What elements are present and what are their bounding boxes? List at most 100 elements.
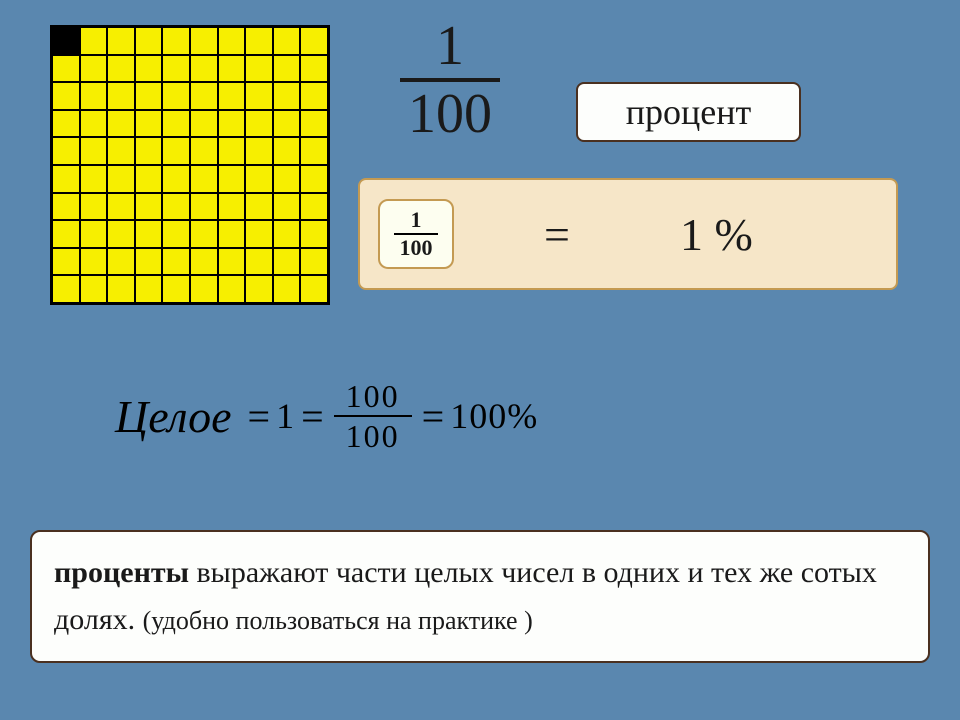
grid-cell (300, 27, 328, 55)
grid-cell (107, 110, 135, 138)
grid-cell (107, 193, 135, 221)
grid-cell (107, 82, 135, 110)
grid-cell (80, 27, 108, 55)
grid-cell (218, 248, 246, 276)
grid-cell (162, 165, 190, 193)
grid-cell (190, 248, 218, 276)
grid-cell (135, 55, 163, 83)
fraction-bar (400, 78, 500, 82)
grid-cell (80, 137, 108, 165)
grid-cell (52, 275, 80, 303)
grid-cell (218, 82, 246, 110)
big-fraction: 1 100 (400, 18, 500, 142)
equation-box: 1 100 = 1 % (358, 178, 898, 290)
percent-label-text: процент (626, 91, 752, 133)
grid-cell (245, 248, 273, 276)
grid-cell (52, 248, 80, 276)
grid-cell (80, 82, 108, 110)
grid-cell (80, 55, 108, 83)
grid-cell (135, 27, 163, 55)
percent-label-box: процент (576, 82, 801, 142)
grid-cell (273, 165, 301, 193)
small-fraction-box: 1 100 (378, 199, 454, 269)
grid-cell (135, 165, 163, 193)
grid-cell (162, 220, 190, 248)
grid-cell (162, 27, 190, 55)
grid-cell (107, 55, 135, 83)
grid-cell (162, 110, 190, 138)
grid-cell (162, 82, 190, 110)
grid-cell (80, 220, 108, 248)
eq-1: = (248, 393, 271, 440)
grid-cell (52, 137, 80, 165)
grid-cell (135, 193, 163, 221)
grid-cell (190, 137, 218, 165)
grid-cell (273, 82, 301, 110)
grid-cell (107, 275, 135, 303)
grid-cell (273, 27, 301, 55)
small-fraction-denominator: 100 (400, 237, 433, 259)
grid-cell (135, 248, 163, 276)
grid-cell (245, 193, 273, 221)
eq-2: = (301, 393, 324, 440)
grid-cell (52, 110, 80, 138)
grid-cell (245, 165, 273, 193)
grid-cell (190, 27, 218, 55)
grid-cell (245, 27, 273, 55)
whole-one: 1 (276, 395, 295, 437)
grid-cell (135, 110, 163, 138)
grid-cell (162, 248, 190, 276)
grid-cell (300, 82, 328, 110)
grid-cell (245, 137, 273, 165)
whole-fraction-bar (334, 415, 412, 417)
fraction-denominator: 100 (400, 86, 500, 142)
grid-cell (218, 110, 246, 138)
small-fraction: 1 100 (394, 209, 438, 259)
grid-cell (162, 193, 190, 221)
grid-cell (135, 220, 163, 248)
grid-cell (162, 275, 190, 303)
whole-fraction-denominator: 100 (346, 420, 400, 452)
grid-cell (190, 165, 218, 193)
grid-cell (135, 275, 163, 303)
grid-cell (80, 248, 108, 276)
grid-cell (218, 27, 246, 55)
grid-cell (273, 248, 301, 276)
grid-cell (52, 82, 80, 110)
grid-cell (300, 193, 328, 221)
grid-cell (300, 248, 328, 276)
grid-cell (190, 55, 218, 83)
hundred-grid (50, 25, 330, 305)
definition-box: проценты выражают части целых чисел в од… (30, 530, 930, 663)
grid-cell (52, 193, 80, 221)
grid-cell (107, 165, 135, 193)
grid-cell (135, 137, 163, 165)
equation-result: 1 % (680, 208, 753, 261)
grid-cell (190, 110, 218, 138)
grid-cell (218, 137, 246, 165)
grid-cell (52, 27, 80, 55)
whole-label: Целое (115, 390, 232, 443)
grid-cell (218, 165, 246, 193)
grid-cell (107, 137, 135, 165)
grid-cell (245, 82, 273, 110)
grid-cell (218, 193, 246, 221)
definition-paren: (удобно пользоваться на практике ) (143, 606, 533, 635)
grid-cell (245, 110, 273, 138)
grid-cell (135, 82, 163, 110)
grid-cell (52, 55, 80, 83)
grid-cell (273, 55, 301, 83)
grid-cell (80, 165, 108, 193)
grid-cell (300, 137, 328, 165)
grid-cell (107, 248, 135, 276)
grid-cell (190, 275, 218, 303)
grid-cell (190, 220, 218, 248)
whole-fraction-numerator: 100 (346, 380, 400, 412)
grid-cell (190, 193, 218, 221)
grid-cell (218, 55, 246, 83)
grid-cell (80, 275, 108, 303)
grid-cell (245, 55, 273, 83)
eq-3: = (422, 393, 445, 440)
grid-cell (273, 110, 301, 138)
grid-cell (107, 220, 135, 248)
